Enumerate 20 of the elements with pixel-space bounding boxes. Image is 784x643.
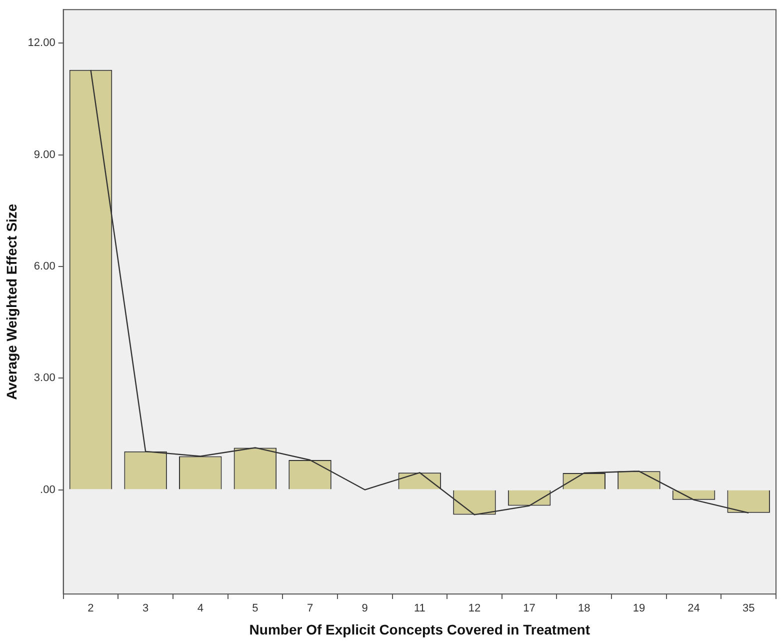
x-tick-label: 4 (197, 602, 204, 615)
x-tick-label: 17 (523, 602, 536, 615)
y-axis-title: Average Weighted Effect Size (3, 204, 20, 400)
x-axis-title: Number Of Explicit Concepts Covered in Treatment (249, 621, 590, 638)
x-tick-label: 2 (88, 602, 94, 615)
x-tick-label: 35 (742, 602, 755, 615)
y-tick-label: 9.00 (34, 148, 56, 161)
x-tick-label: 24 (688, 602, 700, 615)
y-tick-label: 6.00 (34, 260, 56, 272)
x-tick-label: 9 (362, 602, 368, 615)
x-tick-label: 11 (414, 602, 426, 615)
x-tick-label: 3 (142, 602, 149, 615)
y-tick-label: 3.00 (34, 372, 56, 384)
y-tick-label: .00 (40, 484, 56, 496)
x-tick-label: 19 (632, 602, 646, 615)
x-tick-label: 7 (306, 602, 314, 615)
x-tick-label: 18 (578, 602, 590, 615)
x-tick-label: 5 (252, 602, 258, 615)
x-tick-label: 12 (468, 602, 481, 615)
y-tick-label: 12.00 (28, 37, 56, 50)
